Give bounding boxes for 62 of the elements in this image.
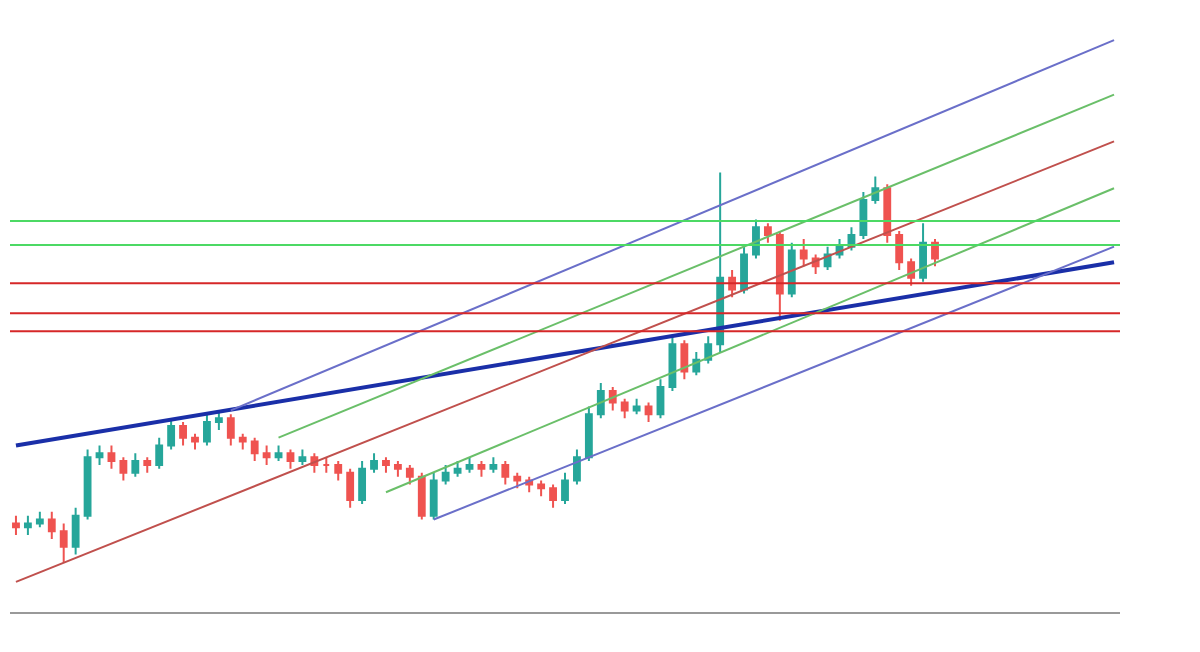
candlestick	[382, 456, 390, 474]
candlestick	[799, 237, 808, 268]
candlestick	[453, 460, 462, 478]
candlestick	[632, 397, 641, 416]
candlestick	[489, 456, 498, 474]
candlestick	[644, 401, 653, 424]
candlestick	[286, 448, 295, 470]
candlestick	[596, 382, 605, 420]
candlestick	[787, 241, 796, 299]
candlestick	[573, 448, 581, 486]
candlestick	[107, 444, 116, 470]
candlestick	[155, 436, 164, 470]
candlestick	[370, 452, 378, 474]
candlestick	[895, 230, 904, 272]
candlestick	[214, 409, 223, 431]
candlestick	[23, 514, 32, 537]
candlestick	[167, 417, 176, 451]
candlestick	[549, 483, 557, 509]
candlestick	[346, 467, 355, 509]
candlestick	[12, 514, 20, 537]
candlestick	[191, 432, 199, 451]
candlestick	[465, 456, 474, 474]
candlestick	[274, 444, 283, 463]
candlestick	[561, 471, 569, 505]
candlestick	[334, 460, 343, 482]
candlestick	[405, 463, 414, 486]
candlestick	[417, 471, 426, 521]
candlestick	[763, 222, 772, 244]
candlestick	[907, 257, 916, 287]
candlestick	[71, 506, 80, 556]
candlestick	[95, 444, 104, 466]
candlestick	[429, 471, 438, 521]
candlestick	[143, 456, 152, 474]
candlestick	[322, 456, 331, 474]
candlestick	[226, 413, 235, 447]
candlestick	[501, 460, 510, 486]
candlestick	[919, 222, 927, 283]
candlestick	[859, 191, 868, 240]
candlestick	[119, 456, 128, 482]
candlestick	[656, 378, 665, 420]
candlestick	[250, 436, 259, 463]
candlestick	[35, 510, 44, 529]
candlestick	[179, 421, 187, 447]
candlestick	[680, 339, 689, 381]
candlestick	[441, 463, 450, 486]
candlestick	[203, 413, 211, 447]
candlestick	[513, 471, 522, 490]
candlestick	[704, 335, 713, 365]
candlestick	[584, 405, 593, 463]
candlestick	[298, 448, 307, 466]
candlestick	[131, 452, 140, 478]
candlestick	[358, 460, 367, 505]
candlestick	[740, 245, 748, 295]
candlestick	[59, 522, 68, 564]
candlestick	[620, 397, 629, 420]
candlestick	[83, 448, 92, 521]
candlestick	[537, 479, 546, 498]
candlestick	[262, 444, 271, 466]
candlestick	[47, 510, 56, 541]
candlestick	[238, 432, 247, 451]
candlestick	[393, 460, 402, 478]
candlestick	[477, 460, 486, 478]
